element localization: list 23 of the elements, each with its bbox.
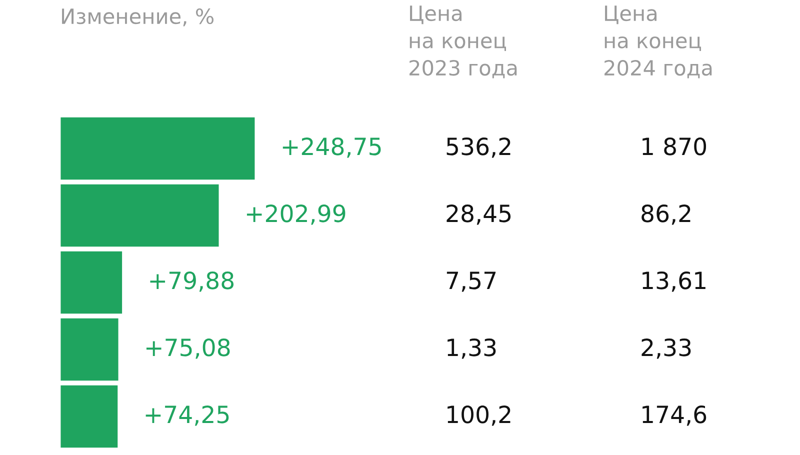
data-label: +79,88 xyxy=(150,271,234,292)
text: 174,6 xyxy=(642,405,706,426)
text: 100,2 xyxy=(448,405,510,426)
bar xyxy=(60,182,220,248)
data-label: +75,08 xyxy=(146,338,230,359)
text: 86,2 xyxy=(642,204,690,225)
text: 536,2 xyxy=(446,137,510,158)
text: 2,33 xyxy=(642,338,691,359)
bar xyxy=(60,250,124,316)
text: 7,57 xyxy=(446,272,496,292)
bar xyxy=(60,384,120,450)
text: 1,33 xyxy=(448,338,496,359)
text: Цена на конец 2024 года xyxy=(604,6,712,78)
text: 13,61 xyxy=(642,271,706,292)
data-label: +248,75 xyxy=(282,137,381,158)
data-label: +74,25 xyxy=(146,405,229,426)
text: 1 870 xyxy=(642,137,706,156)
bar xyxy=(60,116,256,182)
bar xyxy=(60,316,120,382)
chart-title: Изменение, % xyxy=(62,8,214,26)
data-label: +202,99 xyxy=(246,204,346,225)
text: 28,45 xyxy=(446,204,511,225)
text: Цена на конец 2023 года xyxy=(410,6,517,78)
